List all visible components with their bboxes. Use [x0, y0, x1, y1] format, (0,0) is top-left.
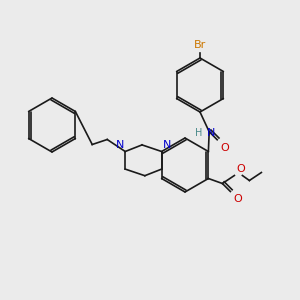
Text: O: O	[236, 164, 245, 173]
Text: N: N	[163, 140, 171, 149]
Text: O: O	[233, 194, 242, 203]
Text: H: H	[195, 128, 203, 138]
Text: O: O	[220, 143, 229, 153]
Text: Br: Br	[194, 40, 206, 50]
Text: N: N	[116, 140, 124, 149]
Text: N: N	[207, 128, 215, 138]
